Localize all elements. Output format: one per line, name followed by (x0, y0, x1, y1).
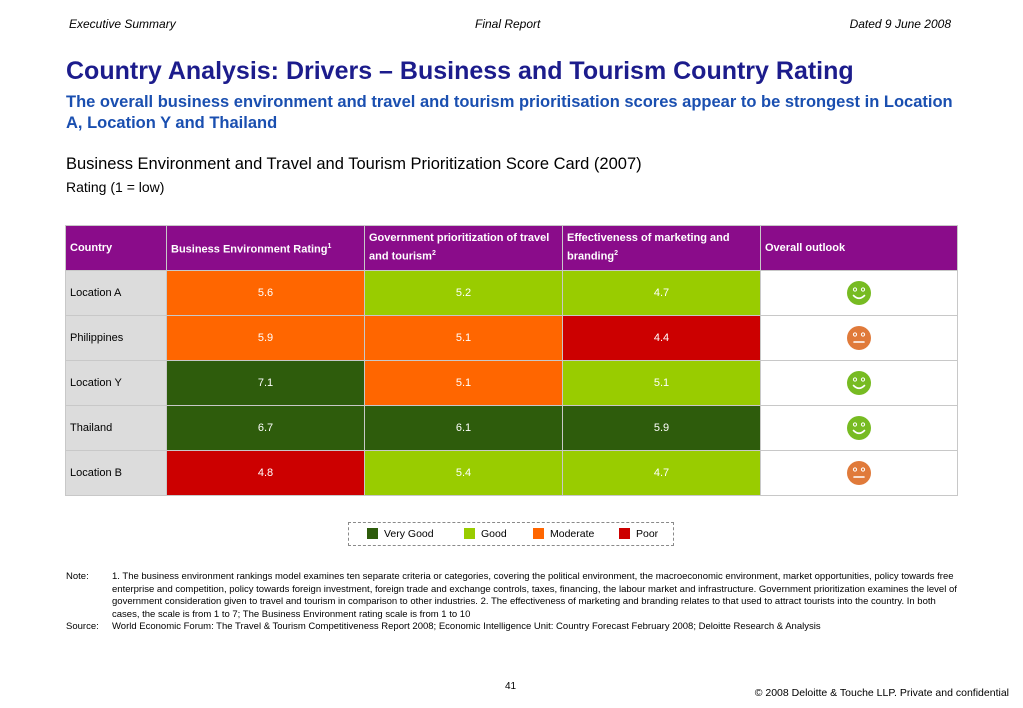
outlook-cell (760, 315, 958, 361)
note-label: Note: (66, 571, 89, 582)
legend-item-very-good: Very Good (367, 528, 434, 540)
table-row: Philippines 5.9 5.1 4.4 (65, 315, 958, 361)
scorecard-heading: Business Environment and Travel and Tour… (66, 155, 642, 173)
scorecard-subheading: Rating (1 = low) (66, 179, 165, 195)
outlook-cell (760, 270, 958, 316)
column-header-label: Effectiveness of marketing and branding (567, 232, 730, 263)
column-header-government-prioritization-of-travel-and-tourism: Government prioritization of travel and … (364, 225, 563, 271)
header-doc-type: Executive Summary (69, 17, 176, 31)
table-row: Location B 4.8 5.4 4.7 (65, 450, 958, 496)
column-header-label: Overall outlook (765, 241, 846, 254)
score-cell-good: 4.7 (562, 450, 761, 496)
table-row: Location Y 7.1 5.1 5.1 (65, 360, 958, 406)
page-subtitle: The overall business environment and tra… (66, 93, 953, 132)
legend-swatch (619, 528, 630, 539)
score-cell-moderate: 5.1 (364, 315, 563, 361)
table-header-row: Country Business Environment Rating1 Gover… (65, 225, 958, 271)
page-number: 41 (505, 681, 517, 692)
country-cell: Location A (65, 270, 167, 316)
legend-label: Very Good (384, 528, 434, 540)
score-cell-very-good: 6.1 (364, 405, 563, 451)
score-cell-moderate: 5.6 (166, 270, 365, 316)
footnotes: Note: 1. The business environment rankin… (66, 571, 957, 634)
score-cell-poor: 4.8 (166, 450, 365, 496)
footnote-marker: 2 (431, 250, 436, 258)
column-header-country: Country (65, 225, 167, 271)
column-header-label: Country (70, 241, 113, 254)
legend-swatch (464, 528, 475, 539)
score-cell-very-good: 5.9 (562, 405, 761, 451)
column-header-overall-outlook: Overall outlook (760, 225, 958, 271)
score-cell-good: 5.4 (364, 450, 563, 496)
source-label: Source: (66, 621, 99, 632)
table-row: Thailand 6.7 6.1 5.9 (65, 405, 958, 451)
column-header-label: Government prioritization of travel and … (369, 232, 550, 263)
outlook-cell (760, 450, 958, 496)
legend-label: Poor (636, 528, 659, 540)
score-cell-very-good: 7.1 (166, 360, 365, 406)
happy-face-icon (847, 416, 871, 440)
source-row: Source: World Economic Forum: The Travel… (66, 621, 957, 634)
score-cell-moderate: 5.1 (364, 360, 563, 406)
scorecard-table: Country Business Environment Rating1 Gover… (65, 225, 958, 496)
score-cell-good: 5.2 (364, 270, 563, 316)
score-cell-poor: 4.4 (562, 315, 761, 361)
note-row: Note: 1. The business environment rankin… (66, 571, 957, 621)
legend-label: Moderate (550, 528, 595, 540)
country-cell: Location Y (65, 360, 167, 406)
legend-swatch (533, 528, 544, 539)
header-date: Dated 9 June 2008 (849, 17, 951, 31)
happy-face-icon (847, 281, 871, 305)
legend-item-poor: Poor (619, 528, 658, 540)
country-cell: Location B (65, 450, 167, 496)
legend-swatch (367, 528, 378, 539)
table-body: Location A 5.6 5.2 4.7 Philippines 5.9 5.1 4.4 L… (65, 270, 958, 496)
country-cell: Philippines (65, 315, 167, 361)
legend-item-moderate: Moderate (533, 528, 594, 540)
score-cell-very-good: 6.7 (166, 405, 365, 451)
page-title: Country Analysis: Drivers – Business and… (66, 57, 854, 85)
country-cell: Thailand (65, 405, 167, 451)
copyright-notice: © 2008 Deloitte & Touche LLP. Private an… (754, 687, 1009, 699)
column-header-label: Business Environment Rating (171, 243, 328, 256)
rating-legend: Very Good Good Moderate Poor (348, 522, 674, 546)
outlook-cell (760, 360, 958, 406)
note-text: 1. The business environment rankings mod… (112, 571, 957, 620)
footnote-marker: 2 (614, 250, 618, 258)
neutral-face-icon (847, 461, 871, 485)
neutral-face-icon (847, 326, 871, 350)
legend-label: Good (481, 528, 507, 540)
outlook-cell (760, 405, 958, 451)
header-report-type: Final Report (475, 17, 541, 31)
source-text: World Economic Forum: The Travel & Touri… (112, 621, 821, 632)
score-cell-good: 5.1 (562, 360, 761, 406)
happy-face-icon (847, 371, 871, 395)
legend-item-good: Good (464, 528, 507, 540)
score-cell-good: 4.7 (562, 270, 761, 316)
table-row: Location A 5.6 5.2 4.7 (65, 270, 958, 316)
column-header-effectiveness-of-marketing-and-branding: Effectiveness of marketing and branding2 (562, 225, 761, 271)
column-header-business-environment-rating: Business Environment Rating1 (166, 225, 365, 271)
score-cell-moderate: 5.9 (166, 315, 365, 361)
footnote-marker: 1 (327, 242, 332, 250)
